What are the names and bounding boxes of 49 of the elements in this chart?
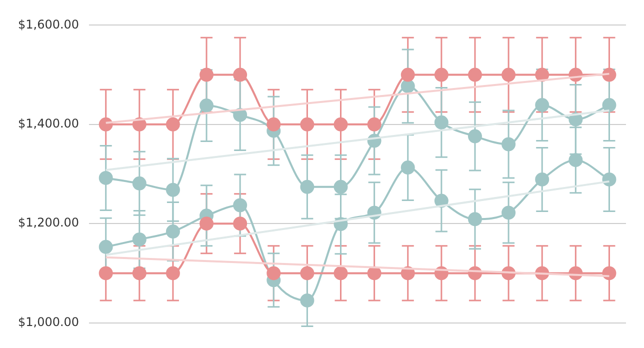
point <box>98 240 113 254</box>
point <box>233 216 248 231</box>
point <box>200 216 214 231</box>
point <box>334 180 348 194</box>
point <box>132 266 146 280</box>
point <box>132 232 146 246</box>
y-tick-label: $1,200.00 <box>18 216 80 230</box>
point <box>166 266 180 280</box>
y-tick-label: $1,600.00 <box>18 17 80 32</box>
point <box>434 115 448 130</box>
point <box>334 266 348 280</box>
point <box>602 266 616 280</box>
point <box>98 266 113 280</box>
point <box>300 293 314 308</box>
point <box>200 68 214 82</box>
point <box>233 108 248 122</box>
y-tick-label: $1,000.00 <box>18 314 80 329</box>
point <box>502 68 516 82</box>
point <box>468 68 482 82</box>
point <box>434 68 448 82</box>
point <box>535 172 550 186</box>
point <box>568 153 583 168</box>
point <box>166 117 180 132</box>
y-tick-label: $1,400.00 <box>18 116 80 131</box>
point <box>300 266 314 280</box>
point <box>400 160 415 175</box>
point <box>502 137 516 152</box>
point <box>233 198 248 212</box>
point <box>98 170 113 185</box>
point <box>300 180 314 194</box>
point <box>535 68 550 82</box>
point <box>468 212 482 226</box>
point <box>602 98 616 112</box>
point <box>400 68 415 82</box>
point <box>334 117 348 132</box>
point <box>502 206 516 220</box>
point <box>266 266 281 280</box>
point <box>535 98 550 112</box>
point <box>367 117 382 132</box>
point <box>132 176 146 190</box>
point <box>166 182 180 197</box>
point <box>233 68 248 82</box>
point <box>300 117 314 132</box>
point <box>468 129 482 144</box>
point <box>400 79 415 94</box>
point <box>166 224 180 239</box>
point <box>367 266 382 280</box>
point <box>200 98 214 113</box>
point <box>266 117 281 132</box>
